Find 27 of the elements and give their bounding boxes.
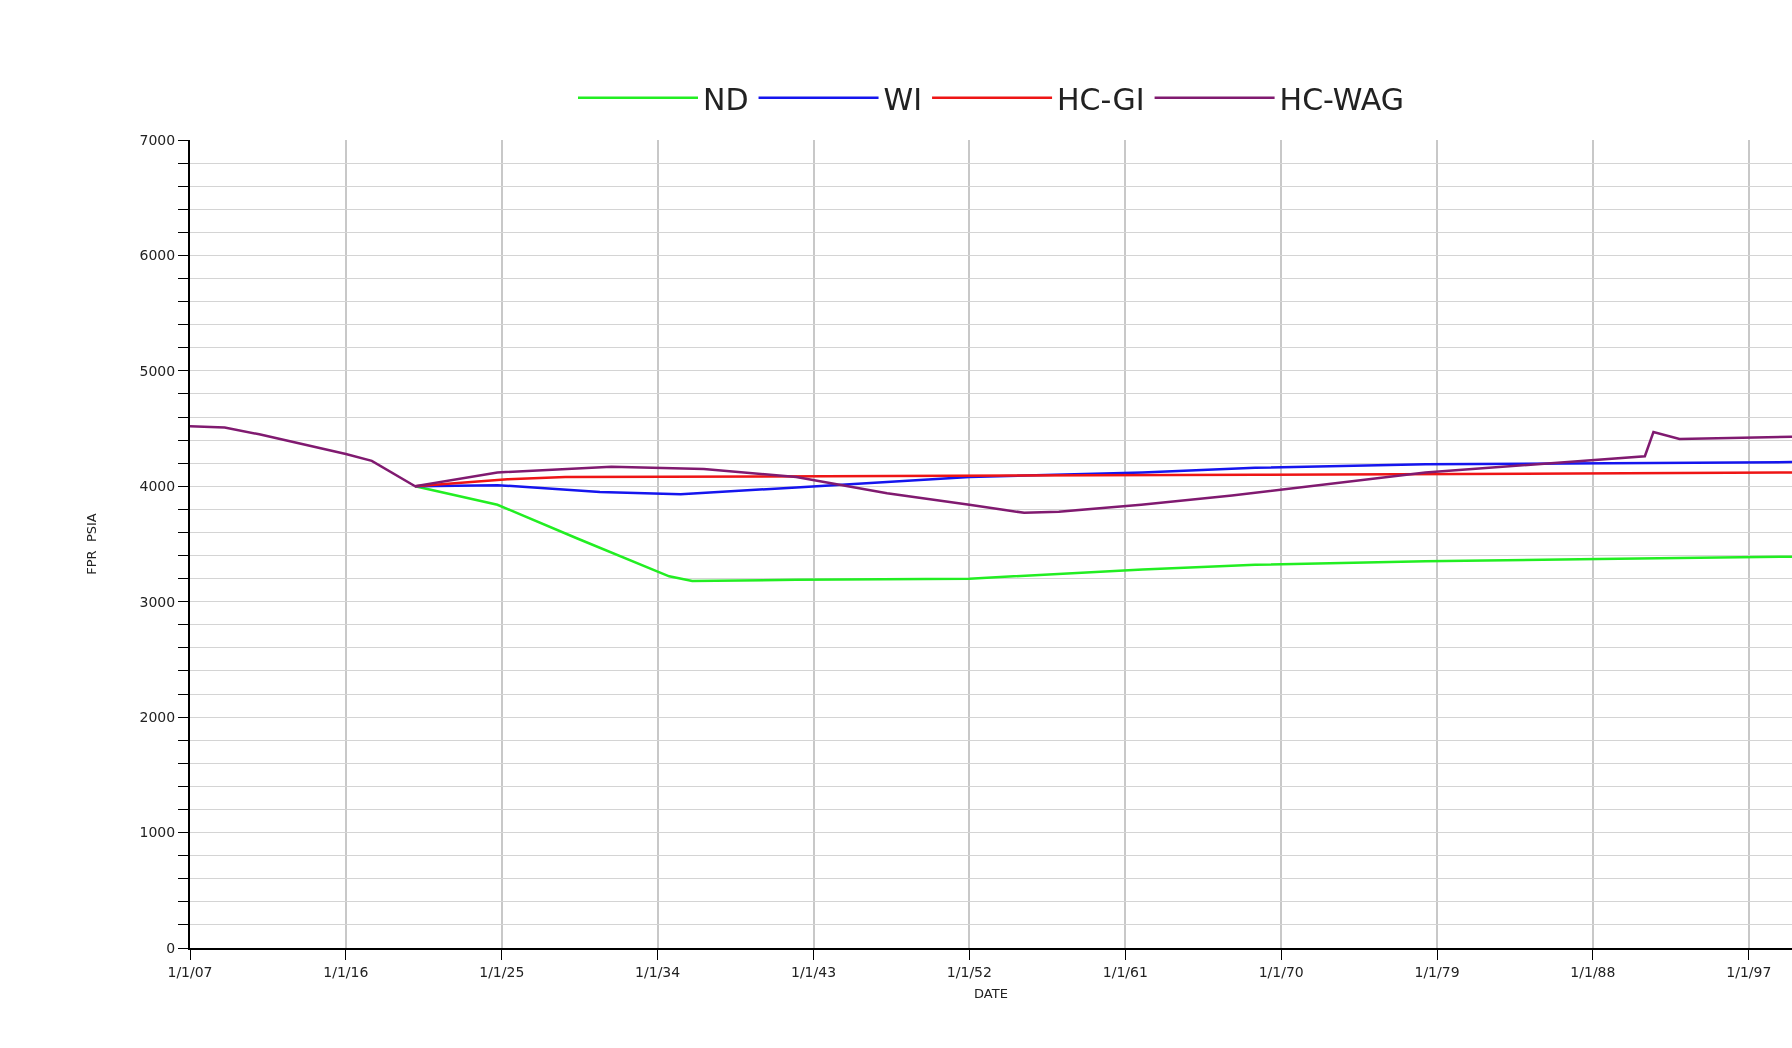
legend-label: HC-WAG	[1279, 81, 1404, 117]
y-axis-title: FPR PSIA	[84, 513, 100, 575]
x-tick-label: 1/1/88	[1570, 963, 1616, 980]
legend-label: WI	[883, 81, 923, 117]
line-series	[190, 425, 1792, 515]
x-tick-label: 1/1/97	[1726, 963, 1772, 980]
x-tick-label: 1/1/70	[1258, 963, 1304, 980]
y-tick-label: 2000	[139, 709, 176, 726]
y-tick-label: 5000	[139, 362, 176, 379]
x-tick-label: 1/1/43	[790, 963, 837, 980]
x-tick-label: 1/1/61	[1102, 963, 1148, 980]
legend-label: HC-GI	[1057, 81, 1145, 117]
line-series	[413, 471, 1792, 488]
x-tick-label: 1/1/34	[635, 963, 681, 980]
y-tick-label: 1000	[139, 824, 176, 841]
x-axis-title: DATE	[974, 986, 1008, 1001]
y-tick-label: 4000	[139, 478, 176, 495]
y-tick-label: 6000	[139, 247, 176, 264]
x-tick-label: 1/1/79	[1414, 963, 1460, 980]
x-tick-label: 1/1/07	[167, 963, 213, 980]
y-tick-label: 7000	[139, 131, 176, 148]
x-tick-label: 1/1/52	[946, 963, 992, 980]
legend-label: ND	[703, 81, 749, 117]
x-tick-label: 1/1/25	[479, 963, 525, 980]
y-tick-label: 3000	[139, 593, 176, 610]
x-tick-label: 1/1/16	[323, 963, 369, 980]
y-tick-label: 0	[166, 939, 176, 956]
